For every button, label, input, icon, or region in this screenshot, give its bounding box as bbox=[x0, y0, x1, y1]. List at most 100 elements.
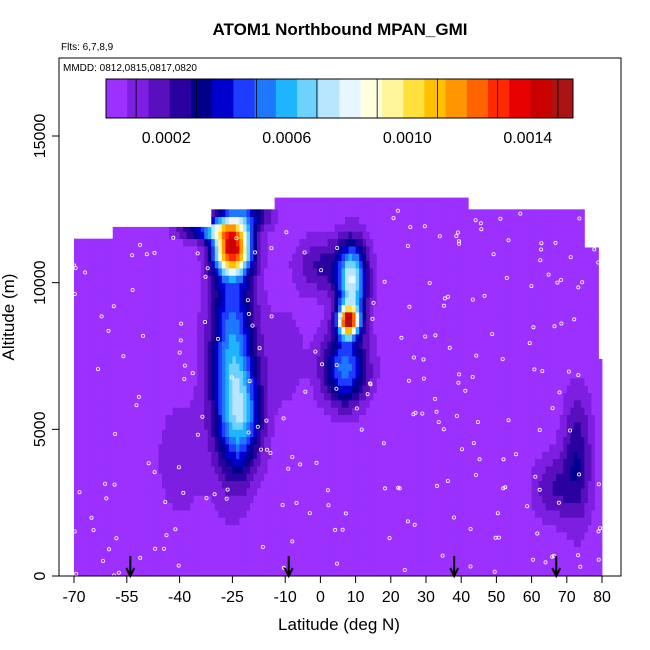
heatmap-cell bbox=[408, 224, 413, 232]
heatmap-cell bbox=[140, 268, 145, 276]
heatmap-cell bbox=[299, 319, 304, 328]
heatmap-cell bbox=[225, 224, 230, 232]
heatmap-cell bbox=[373, 429, 378, 438]
heatmap-cell bbox=[309, 334, 314, 342]
heatmap-cell bbox=[214, 290, 219, 298]
heatmap-cell bbox=[137, 304, 142, 313]
heatmap-cell bbox=[253, 400, 258, 408]
heatmap-cell bbox=[126, 436, 131, 445]
heatmap-cell bbox=[330, 407, 335, 416]
heatmap-cell bbox=[130, 246, 135, 254]
heatmap-cell bbox=[165, 422, 170, 430]
heatmap-cell bbox=[211, 385, 216, 394]
heatmap-cell bbox=[426, 554, 430, 562]
heatmap-cell bbox=[418, 282, 423, 291]
heatmap-cell bbox=[162, 400, 166, 408]
heatmap-cell bbox=[77, 495, 82, 504]
heatmap-cell bbox=[302, 363, 307, 372]
heatmap-cell bbox=[257, 260, 261, 269]
heatmap-cell bbox=[320, 224, 325, 232]
heatmap-cell bbox=[147, 282, 152, 291]
heatmap-cell bbox=[116, 561, 121, 570]
heatmap-cell bbox=[250, 260, 254, 269]
heatmap-cell bbox=[341, 326, 346, 335]
heatmap-cell bbox=[327, 197, 332, 203]
heatmap-cell bbox=[193, 568, 198, 576]
heatmap-cell bbox=[105, 444, 110, 452]
heatmap-cell bbox=[169, 370, 173, 379]
heatmap-cell bbox=[295, 488, 300, 496]
heatmap-cell bbox=[105, 524, 110, 533]
heatmap-cell bbox=[133, 385, 138, 394]
heatmap-cell bbox=[264, 304, 268, 313]
heatmap-cell bbox=[172, 561, 177, 570]
heatmap-cell bbox=[281, 429, 286, 438]
heatmap-cell bbox=[225, 473, 230, 482]
heatmap-cell bbox=[338, 422, 342, 430]
heatmap-cell bbox=[123, 400, 128, 408]
heatmap-cell bbox=[408, 356, 413, 364]
heatmap-cell bbox=[151, 282, 156, 291]
heatmap-cell bbox=[404, 370, 409, 379]
heatmap-cell bbox=[411, 268, 416, 276]
heatmap-cell bbox=[77, 436, 82, 445]
heatmap-cell bbox=[211, 546, 216, 555]
heatmap-cell bbox=[345, 326, 349, 335]
heatmap-cell bbox=[253, 341, 258, 350]
heatmap-cell bbox=[144, 290, 149, 298]
heatmap-cell bbox=[422, 546, 427, 555]
heatmap-cell bbox=[387, 253, 392, 262]
heatmap-cell bbox=[260, 429, 265, 438]
heatmap-cell bbox=[239, 304, 244, 313]
heatmap-cell bbox=[327, 429, 332, 438]
heatmap-cell bbox=[158, 226, 163, 232]
heatmap-cell bbox=[271, 444, 276, 452]
heatmap-cell bbox=[211, 436, 216, 445]
heatmap-cell bbox=[366, 458, 371, 467]
heatmap-cell bbox=[200, 363, 205, 372]
heatmap-cell bbox=[204, 363, 209, 372]
heatmap-cell bbox=[154, 539, 159, 548]
heatmap-cell bbox=[264, 334, 268, 342]
heatmap-cell bbox=[246, 466, 251, 474]
heatmap-cell bbox=[137, 561, 142, 570]
heatmap-cell bbox=[162, 422, 166, 430]
heatmap-cell bbox=[250, 304, 254, 313]
heatmap-cell bbox=[116, 414, 121, 423]
heatmap-cell bbox=[366, 385, 371, 394]
heatmap-cell bbox=[225, 495, 230, 504]
heatmap-cell bbox=[133, 304, 138, 313]
heatmap-cell bbox=[422, 216, 427, 225]
heatmap-cell bbox=[387, 554, 392, 562]
heatmap-cell bbox=[422, 348, 427, 357]
heatmap-cell bbox=[228, 458, 233, 467]
heatmap-cell bbox=[179, 312, 184, 320]
heatmap-cell bbox=[390, 488, 395, 496]
heatmap-cell bbox=[274, 216, 279, 225]
heatmap-cell bbox=[257, 253, 261, 262]
heatmap-cell bbox=[165, 502, 170, 511]
heatmap-cell bbox=[246, 524, 251, 533]
heatmap-cell bbox=[330, 400, 335, 408]
heatmap-cell bbox=[366, 224, 371, 232]
heatmap-cell bbox=[190, 444, 195, 452]
heatmap-cell bbox=[299, 510, 304, 518]
heatmap-cell bbox=[235, 356, 240, 364]
heatmap-cell bbox=[204, 246, 209, 254]
heatmap-cell bbox=[169, 363, 173, 372]
heatmap-cell bbox=[264, 326, 268, 335]
heatmap-cell bbox=[401, 385, 406, 394]
heatmap-cell bbox=[116, 238, 121, 247]
heatmap-cell bbox=[302, 502, 307, 511]
heatmap-cell bbox=[98, 238, 103, 247]
heatmap-cell bbox=[105, 334, 110, 342]
heatmap-cell bbox=[225, 253, 230, 262]
heatmap-cell bbox=[334, 356, 339, 364]
heatmap-cell bbox=[119, 568, 124, 576]
heatmap-cell bbox=[172, 429, 177, 438]
heatmap-cell bbox=[299, 554, 304, 562]
heatmap-cell bbox=[418, 312, 423, 320]
heatmap-cell bbox=[169, 524, 173, 533]
heatmap-cell bbox=[176, 495, 180, 504]
heatmap-cell bbox=[278, 356, 283, 364]
